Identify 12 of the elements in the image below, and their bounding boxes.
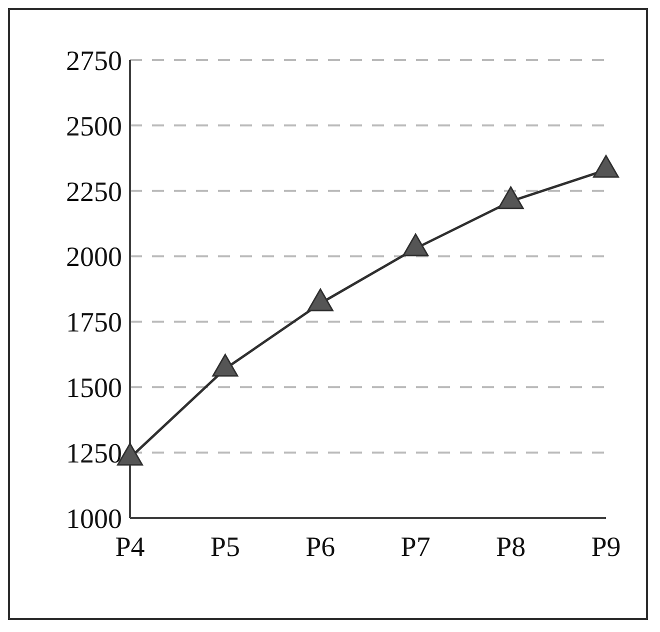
- x-tick-label: P8: [496, 532, 526, 563]
- y-tick-label: 1750: [66, 308, 122, 339]
- y-tick-label: 2750: [66, 46, 122, 77]
- y-tick-label: 1500: [66, 373, 122, 404]
- x-tick-label: P9: [591, 532, 621, 563]
- y-tick-label: 2500: [66, 111, 122, 142]
- x-tick-label: P6: [306, 532, 336, 563]
- x-tick-label: P5: [210, 532, 240, 563]
- y-tick-label: 2250: [66, 176, 122, 208]
- x-tick-label: P7: [400, 532, 430, 563]
- y-tick-label: 1250: [66, 438, 122, 470]
- y-tick-label: 2000: [66, 242, 122, 274]
